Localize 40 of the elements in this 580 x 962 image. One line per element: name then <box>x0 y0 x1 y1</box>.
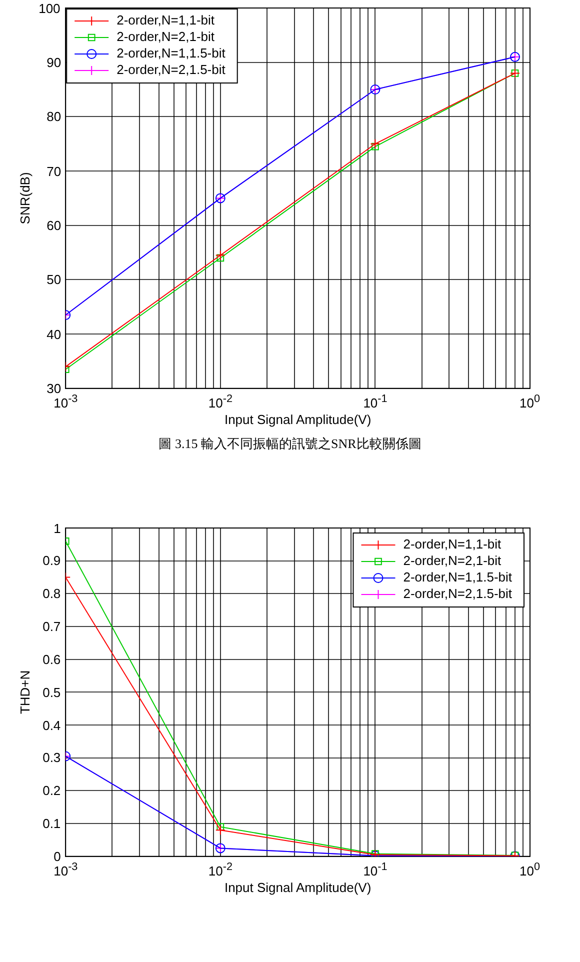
y-tick-label: 0.8 <box>42 586 61 602</box>
legend-label: 2-order,N=2,1.5-bit <box>116 62 226 78</box>
legend-label: 2-order,N=1,1.5-bit <box>116 46 226 61</box>
y-tick-label: 80 <box>46 109 62 124</box>
y-tick-label: 0.3 <box>42 750 61 766</box>
caption: 圖 3.15 輸入不同振幅的訊號之SNR比較關係圖 <box>158 435 422 453</box>
y-tick-label: 0.6 <box>42 652 61 667</box>
x-tick-label: 10$^{0}$ <box>520 392 540 411</box>
y-tick-label: 0.9 <box>42 553 61 568</box>
y-axis-title: THD+N <box>17 670 32 714</box>
x-tick-label: 10$^{-1}$ <box>363 860 388 879</box>
y-tick-label: 40 <box>46 326 62 342</box>
legend-label: 2-order,N=1,1-bit <box>403 536 502 552</box>
legend-label: 2-order,N=2,1-bit <box>116 29 215 44</box>
legend-label: 2-order,N=2,1.5-bit <box>403 586 512 602</box>
y-tick-label: 70 <box>46 164 62 179</box>
y-tick-label: 0.2 <box>42 783 61 798</box>
y-tick-label: 0.5 <box>42 684 61 700</box>
x-tick-label: 10$^{-3}$ <box>54 861 78 879</box>
y-tick-label: 0.4 <box>42 718 61 733</box>
y-tick-label: 60 <box>46 218 62 233</box>
legend-label: 2-order,N=2,1-bit <box>403 553 502 568</box>
y-tick-label: 1 <box>54 520 61 536</box>
y-tick-label: 90 <box>46 54 62 70</box>
x-tick-label: 10$^{-3}$ <box>54 393 78 411</box>
y-tick-label: 0.7 <box>42 619 61 634</box>
y-axis-title: SNR(dB) <box>17 172 32 224</box>
x-tick-label: 10$^{-2}$ <box>208 392 232 411</box>
x-axis-title: Input Signal Amplitude(V) <box>224 880 372 895</box>
x-axis-title: Input Signal Amplitude(V) <box>224 412 372 427</box>
legend-label: 2-order,N=1,1.5-bit <box>403 570 512 585</box>
y-tick-label: 50 <box>46 272 62 288</box>
legend-label: 2-order,N=1,1-bit <box>116 12 215 28</box>
y-tick-label: 0 <box>54 848 61 864</box>
y-tick-label: 100 <box>38 0 60 16</box>
y-tick-label: 0.1 <box>42 816 61 832</box>
x-tick-label: 10$^{-2}$ <box>208 860 232 879</box>
x-tick-label: 10$^{0}$ <box>520 860 540 879</box>
y-tick-label: 30 <box>46 380 62 396</box>
x-tick-label: 10$^{-1}$ <box>363 392 388 411</box>
